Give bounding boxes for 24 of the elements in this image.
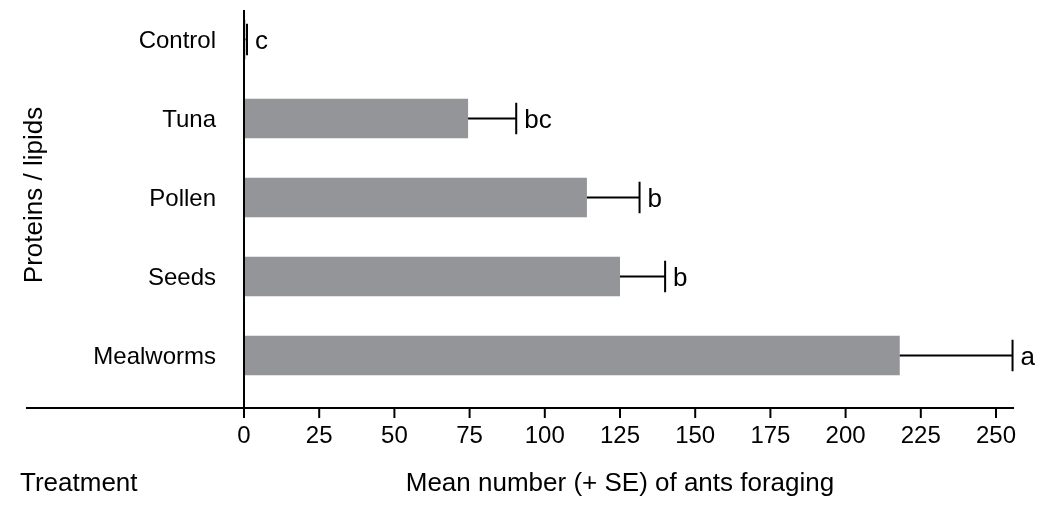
annotation: b	[673, 261, 688, 292]
x-tick-label: 250	[975, 421, 1017, 448]
x-tick-label: 100	[524, 421, 565, 448]
x-tick-label: 125	[599, 421, 641, 448]
y-tick-label: Seeds	[147, 262, 216, 290]
x-tick-label: 75	[456, 421, 483, 448]
y-tick-label: Control	[138, 25, 216, 53]
x-axis-title: Mean number (+ SE) of ants foraging	[405, 467, 835, 497]
y-axis-title: Proteins / lipids	[18, 106, 48, 284]
y-tick-label: Pollen	[149, 183, 216, 211]
text: Treatment	[20, 467, 139, 497]
x-tick-label: 50	[381, 421, 408, 448]
x-tick-label: 150	[675, 421, 716, 448]
x-tick-label: 225	[900, 421, 941, 448]
y-tick-label: Mealworms	[93, 341, 216, 369]
x-tick-label: 25	[305, 421, 333, 448]
x-tick-label: 200	[825, 421, 866, 448]
text: a	[1020, 340, 1036, 371]
x-tick-label: 0	[237, 421, 251, 448]
annotation: b	[647, 182, 663, 213]
y-tick-label: Tuna	[162, 104, 217, 132]
annotation: bc	[524, 103, 552, 134]
annotation: c	[255, 24, 269, 55]
x-tick-label: 175	[750, 421, 791, 448]
